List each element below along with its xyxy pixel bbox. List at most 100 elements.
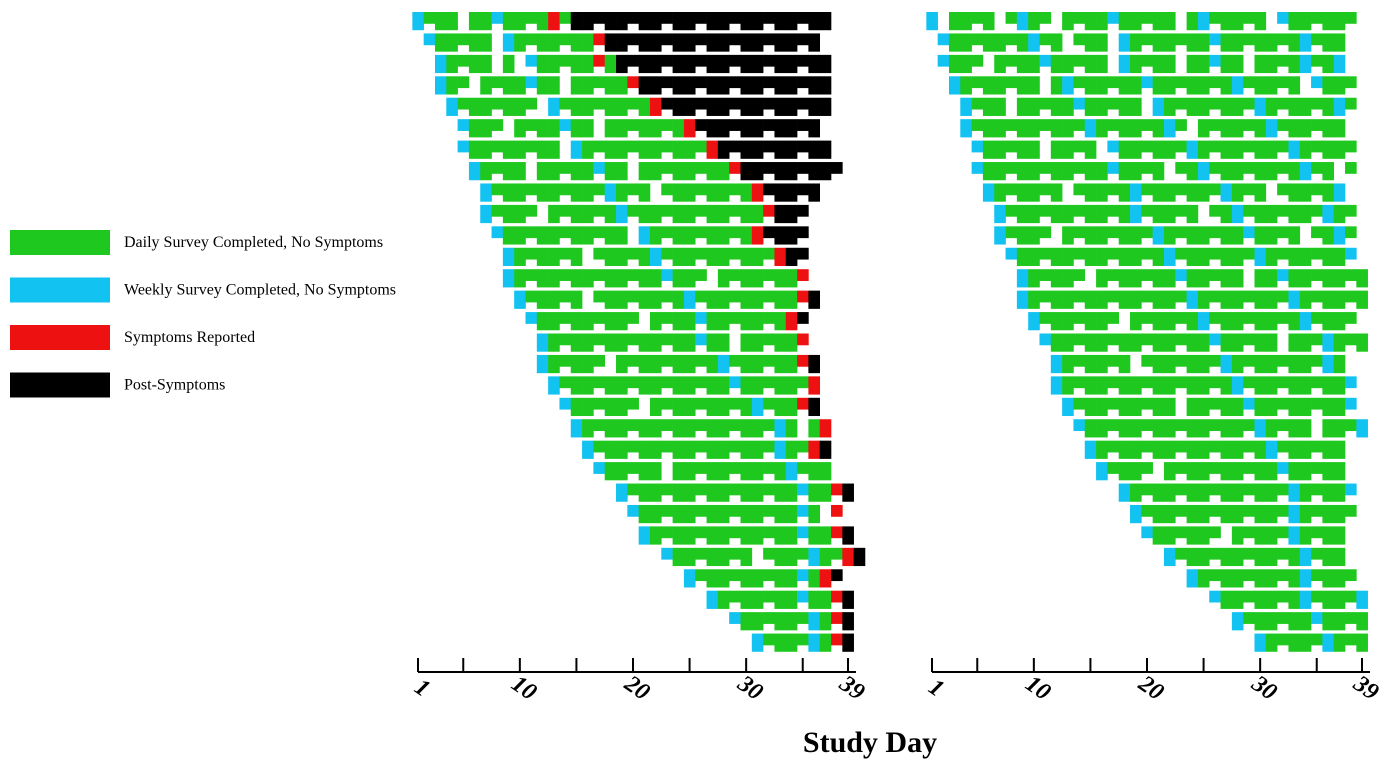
cell [649, 247, 662, 266]
cell [1005, 33, 1018, 46]
cell [740, 54, 753, 74]
cell [559, 354, 572, 367]
cell [604, 97, 617, 116]
cell [1005, 12, 1018, 24]
cell [604, 33, 617, 52]
cell [1220, 569, 1233, 588]
cell [1197, 54, 1210, 74]
cell [1288, 376, 1301, 395]
cell [1220, 483, 1233, 502]
cell [1096, 12, 1108, 31]
cell [593, 462, 606, 474]
cell [1299, 504, 1312, 524]
cell [1243, 547, 1255, 560]
cell [1231, 76, 1244, 95]
cell [1288, 312, 1301, 331]
cell [1152, 247, 1165, 266]
cell [559, 33, 572, 46]
cell [559, 312, 572, 324]
cell [971, 162, 984, 174]
cell [1062, 12, 1074, 31]
cell [937, 54, 950, 67]
cell [751, 419, 764, 438]
cell [1322, 204, 1335, 224]
cell [604, 269, 617, 288]
cell [1096, 76, 1108, 95]
cell [717, 397, 730, 417]
cell [1175, 312, 1187, 324]
cell [740, 419, 753, 438]
cell [1175, 526, 1187, 539]
cell [570, 290, 583, 309]
cell [695, 504, 707, 517]
cell [683, 162, 696, 181]
cell [1107, 397, 1120, 410]
cell [1299, 247, 1312, 266]
cell [1096, 226, 1108, 245]
cell [1299, 590, 1312, 609]
cell [1209, 33, 1221, 46]
cell [1209, 312, 1221, 324]
cell [808, 504, 821, 524]
cell [627, 269, 639, 281]
cell [740, 483, 753, 502]
cell [627, 462, 639, 474]
cell [1254, 354, 1267, 374]
cell [616, 419, 628, 438]
cell [1050, 97, 1063, 116]
cell [1141, 162, 1153, 174]
cell [1163, 290, 1176, 309]
cell [649, 333, 662, 352]
cell [1175, 376, 1187, 389]
cell [740, 140, 753, 159]
cell [763, 140, 775, 153]
cell [774, 590, 787, 609]
cell [1209, 590, 1221, 603]
cell [491, 183, 504, 196]
cell [627, 376, 639, 389]
cell [683, 397, 696, 417]
cell [706, 312, 719, 331]
cell [1152, 183, 1165, 202]
cell [1299, 569, 1312, 588]
cell [661, 269, 673, 281]
cell [683, 483, 696, 502]
cell [1152, 54, 1165, 74]
cell [1118, 226, 1131, 245]
cell [797, 504, 809, 517]
cell [717, 526, 730, 545]
cell [785, 354, 798, 374]
cell [1197, 569, 1210, 588]
cell [1322, 526, 1335, 545]
cell [1231, 119, 1244, 138]
cell [604, 376, 617, 395]
cell [695, 397, 707, 410]
cell [1243, 312, 1255, 324]
cell [751, 226, 764, 245]
cell [1130, 97, 1142, 116]
cell [1141, 504, 1153, 517]
legend-swatch [10, 372, 110, 398]
cell [1107, 462, 1120, 474]
cell [774, 76, 787, 95]
cell [638, 269, 651, 288]
cell [1141, 140, 1153, 153]
cell [1243, 526, 1255, 539]
cell [1197, 33, 1210, 52]
cell [729, 204, 741, 217]
cell [468, 119, 481, 138]
cell [729, 162, 741, 174]
cell [1197, 119, 1210, 138]
cell [1107, 312, 1120, 324]
cell [706, 183, 719, 202]
cell [1243, 612, 1255, 624]
cell [1163, 526, 1176, 545]
cell [559, 226, 572, 239]
cell [1265, 54, 1278, 74]
cell [548, 162, 560, 181]
cell [1163, 119, 1176, 138]
cell [695, 269, 707, 281]
cell [808, 462, 821, 481]
cell [627, 140, 639, 153]
cell [1096, 312, 1108, 331]
